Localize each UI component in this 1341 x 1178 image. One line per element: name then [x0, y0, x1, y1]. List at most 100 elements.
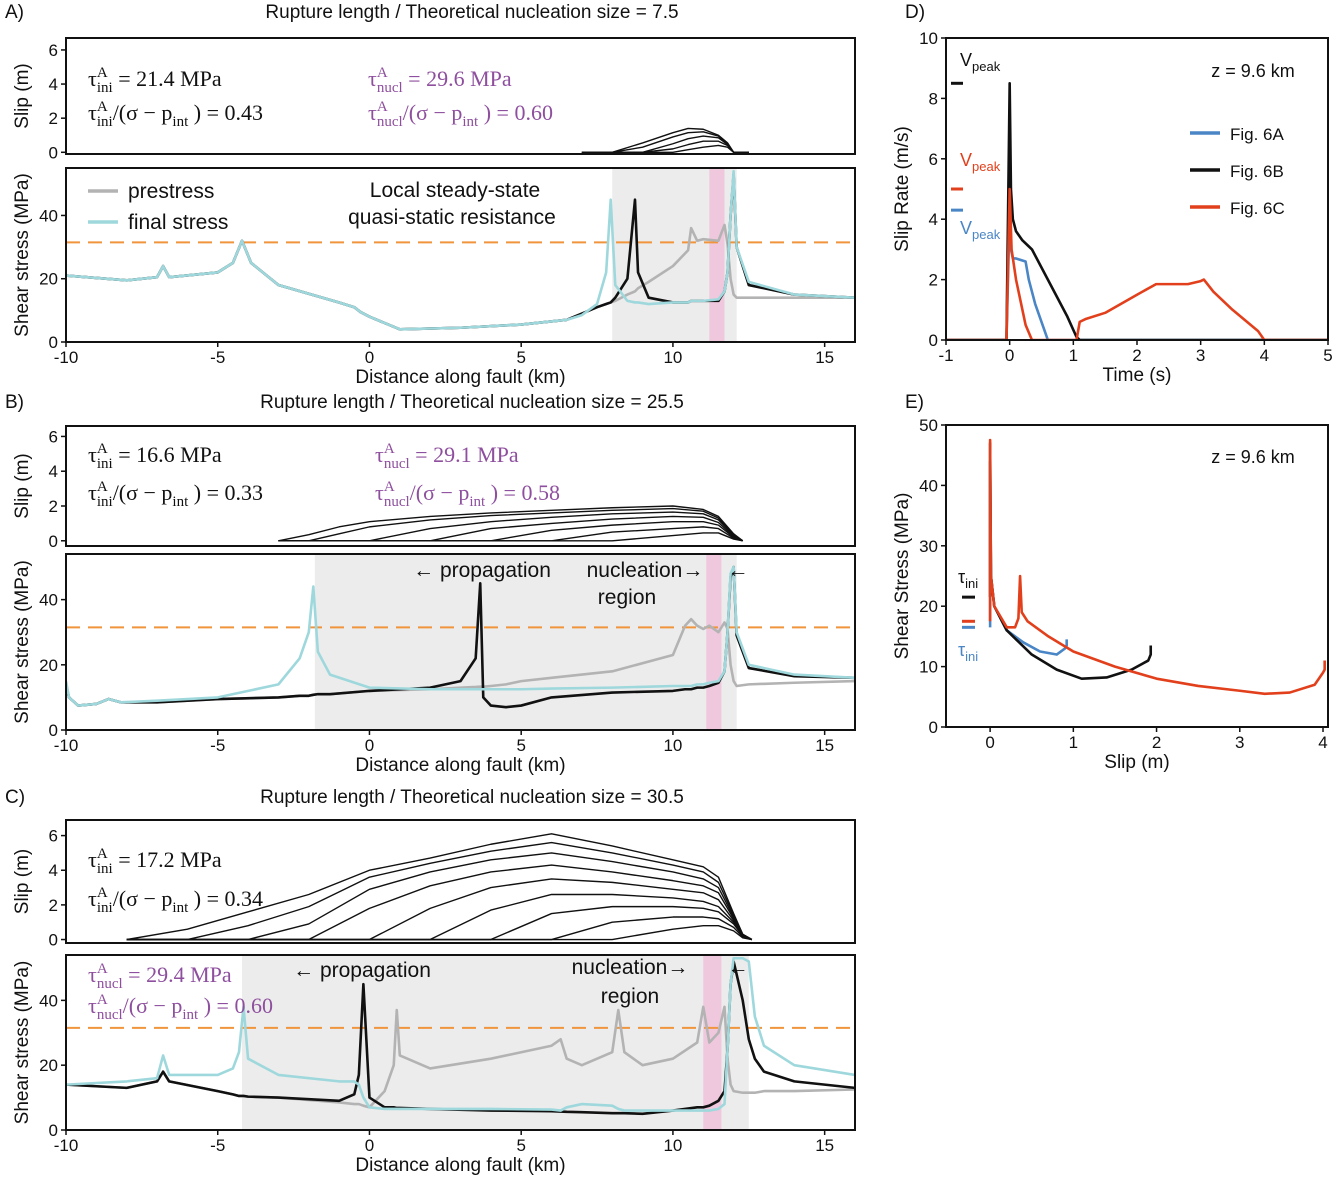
y-tick-label: 0 [49, 532, 58, 551]
y-tick-label: 10 [919, 29, 938, 48]
annotation-part: A [97, 961, 108, 977]
annotation-part: int [172, 494, 189, 510]
annotation-part: /(σ − p [403, 100, 463, 125]
annotation-part: A [97, 846, 108, 862]
panel-label: D) [905, 2, 925, 23]
annotation: Local steady-state [370, 179, 540, 202]
marker-symbol: τ [958, 567, 965, 587]
y-axis-label: Slip Rate (m/s) [892, 126, 913, 252]
marker-symbol: V [960, 50, 972, 70]
annotation-part: ini [97, 861, 113, 877]
series-line [278, 507, 744, 542]
annotation-part: /(σ − p [123, 993, 183, 1018]
x-tick-label: 5 [516, 1136, 525, 1155]
series-line [126, 841, 753, 941]
marker-symbol: V [960, 218, 972, 238]
annotation-part: nucl [384, 456, 410, 472]
plot-frame [65, 167, 856, 343]
y-axis-label: Shear stress (MPa) [12, 961, 33, 1125]
series-line [66, 956, 855, 1112]
series-line [66, 169, 855, 331]
annotation-part: nucl [97, 976, 123, 992]
annotation: ← propagation [413, 559, 551, 582]
x-tick-label: -1 [938, 346, 953, 365]
x-tick-label: 3 [1235, 733, 1244, 752]
x-tick-label: 1 [1069, 346, 1078, 365]
x-tick-label: -5 [210, 736, 225, 755]
annotation-part: ) = 0.33 [188, 480, 263, 505]
annotation-part: τ [375, 442, 384, 467]
x-tick-label: 0 [1005, 346, 1014, 365]
annotation-part: nucl [377, 114, 403, 130]
x-tick-label: -10 [54, 1136, 79, 1155]
y-tick-label: 10 [919, 658, 938, 677]
y-tick-label: 20 [39, 656, 58, 675]
y-axis-label: Slip (m) [12, 849, 33, 914]
y-tick-label: 2 [929, 271, 938, 290]
y-tick-label: 0 [929, 718, 938, 737]
series-line [66, 565, 855, 707]
annotation-part: ) = 0.43 [188, 100, 263, 125]
annotation-part: = 29.1 MPa [410, 442, 519, 467]
annotation-part: ini [97, 494, 113, 510]
chart-title: Rupture length / Theoretical nucleation … [260, 787, 684, 808]
annotation-part: τ [368, 100, 377, 125]
series-line [946, 187, 1328, 340]
annotation-part: = 16.6 MPa [113, 442, 222, 467]
series-line [126, 852, 753, 941]
series-line [278, 532, 743, 542]
plot-frame [65, 553, 856, 731]
marker-label: Vpeak [960, 50, 1001, 74]
x-tick-label: 10 [663, 1136, 682, 1155]
x-tick-label: 3 [1196, 346, 1205, 365]
annotation: nucleation→ [587, 559, 704, 582]
x-tick-label: -10 [54, 736, 79, 755]
annotation-part: nucl [377, 80, 403, 96]
x-tick-label: 5 [1323, 346, 1332, 365]
series-line [988, 441, 1153, 680]
annotation-part: A [97, 99, 108, 115]
y-axis-label: Shear stress (MPa) [12, 560, 33, 724]
annotation-part: A [377, 99, 388, 115]
x-tick-label: 15 [815, 736, 834, 755]
y-tick-label: 40 [919, 476, 938, 495]
annotation-part: τ [88, 847, 97, 872]
annotation: ← [728, 956, 749, 979]
annotation: region [598, 586, 656, 609]
y-tick-label: 2 [49, 497, 58, 516]
annotation-part: /(σ − p [410, 480, 470, 505]
series-line [946, 208, 1328, 340]
y-axis-label: Shear Stress (MPa) [892, 493, 913, 660]
marker-subscript: ini [965, 576, 978, 591]
legend-label: Fig. 6C [1230, 199, 1285, 218]
y-tick-label: 6 [49, 827, 58, 846]
x-tick-label: 15 [815, 1136, 834, 1155]
annotation-part: τ [88, 66, 97, 91]
plot-frame [65, 425, 856, 547]
x-axis-label: Distance along fault (km) [355, 755, 565, 776]
annotation-part: τ [375, 480, 384, 505]
marker-subscript: peak [972, 227, 1001, 242]
x-axis-label: Time (s) [1103, 365, 1172, 386]
annotation-part: τ [88, 480, 97, 505]
marker-symbol: τ [958, 640, 965, 660]
annotation: τA ini/(σ − pint ) = 0.43 [88, 99, 263, 130]
series-line [581, 144, 749, 153]
annotation-part: ini [97, 900, 113, 916]
annotation-part: int [172, 114, 189, 130]
annotation: ← propagation [293, 959, 431, 982]
annotation: τA ini = 17.2 MPa [88, 846, 222, 877]
x-tick-label: 4 [1260, 346, 1269, 365]
annotation-part: ini [97, 80, 113, 96]
plot-frame [945, 424, 1329, 728]
x-axis-label: Distance along fault (km) [355, 367, 565, 388]
plot-area [946, 82, 1328, 340]
y-tick-label: 20 [39, 270, 58, 289]
y-axis-label: Slip (m) [12, 63, 33, 128]
annotation: τA ini/(σ − pint ) = 0.34 [88, 885, 263, 916]
x-tick-label: 4 [1318, 733, 1327, 752]
annotation: τA nucl/(σ − pint ) = 0.60 [88, 992, 273, 1023]
plot-area [66, 955, 855, 1130]
annotation-part: = 29.6 MPa [403, 66, 512, 91]
